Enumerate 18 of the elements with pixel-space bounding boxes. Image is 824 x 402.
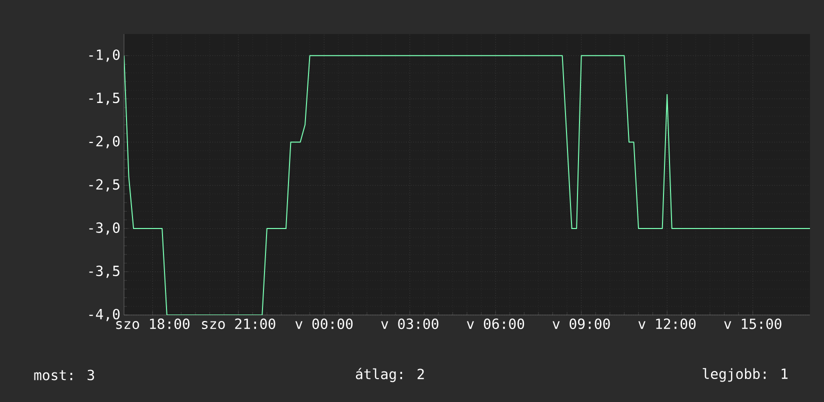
y-tick-label: -1,0 [89, 49, 120, 62]
y-tick-label: -1,5 [89, 92, 120, 105]
x-tick-label: v 03:00 [381, 318, 438, 330]
text: átlag: 2 [356, 368, 424, 382]
x-tick-label: szo 21:00 [202, 318, 276, 330]
text: most: 3 [34, 370, 94, 380]
x-tick-label: szo 18:00 [116, 318, 190, 330]
y-tick-label: -3,0 [89, 222, 120, 235]
y-tick-label: -3,5 [89, 266, 120, 278]
x-tick-label: v 00:00 [295, 318, 353, 330]
x-tick-label: v 12:00 [638, 318, 696, 330]
x-tick-label: v 06:00 [466, 318, 524, 330]
y-tick-label: -2,0 [89, 136, 120, 148]
y-tick-label: -2,5 [89, 179, 120, 192]
x-tick-label: v 15:00 [724, 318, 782, 330]
x-tick-label: v 09:00 [552, 318, 610, 330]
y-tick-label: -4,0 [89, 308, 120, 322]
text: legjobb: 1 [702, 368, 788, 382]
